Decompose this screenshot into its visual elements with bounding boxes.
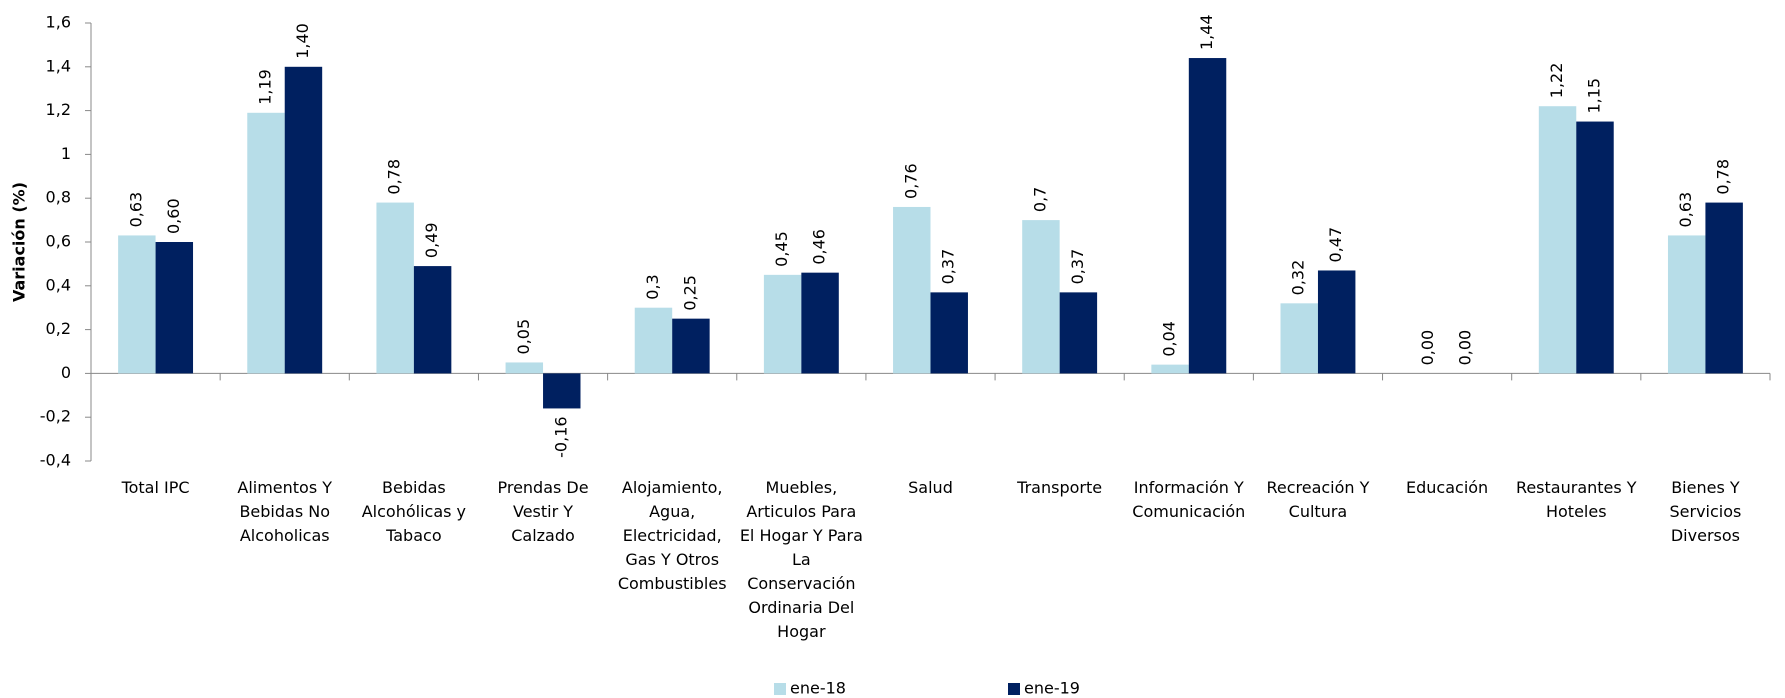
x-tick-label: Alojamiento, Agua, Electricidad, Gas Y O…	[617, 478, 727, 593]
value-label: -0,16	[551, 416, 570, 457]
value-label: 1,15	[1584, 78, 1603, 114]
x-tick-label: Restaurantes Y Hoteles	[1515, 478, 1637, 521]
y-tick-label: -0,4	[40, 451, 71, 470]
value-label: 0,76	[901, 163, 920, 199]
bar	[1188, 58, 1227, 374]
value-label: 0,49	[422, 222, 441, 258]
bar	[155, 242, 194, 374]
value-label: 0,04	[1160, 321, 1179, 357]
legend-swatch	[774, 683, 786, 695]
bar	[672, 318, 710, 374]
bar	[1317, 270, 1356, 374]
y-tick-label: 1	[61, 144, 71, 163]
bar	[284, 66, 323, 374]
y-tick-label: 0,6	[46, 232, 71, 251]
x-tick-label: Educación	[1406, 478, 1489, 497]
x-tick-label: Transporte	[1017, 478, 1103, 497]
bar	[634, 307, 673, 374]
bar	[505, 362, 544, 374]
y-tick-label: 1,6	[46, 13, 71, 32]
x-tick-label: Bienes Y Servicios Diversos	[1669, 478, 1742, 545]
y-tick-label: -0,2	[40, 407, 71, 426]
legend-swatch	[1008, 683, 1020, 695]
bar	[1022, 220, 1060, 374]
value-label: 1,44	[1197, 14, 1216, 50]
bar	[376, 202, 414, 374]
y-tick-label: 0	[61, 363, 71, 382]
bar	[1059, 292, 1098, 374]
bar	[118, 235, 156, 374]
bar	[247, 112, 285, 374]
value-label: 0,78	[1714, 159, 1733, 195]
value-label: 0,00	[1418, 330, 1437, 366]
y-tick-label: 1,4	[46, 56, 71, 75]
value-label: 0,78	[385, 159, 404, 195]
y-tick-label: 0,8	[46, 188, 71, 207]
x-tick-label: Muebles, Articulos Para El Hogar Y Para …	[739, 478, 863, 641]
value-label: 0,05	[514, 319, 533, 355]
x-tick-label: Información Y Comunicación	[1132, 478, 1246, 521]
bar	[1667, 235, 1706, 374]
value-label: 0,3	[643, 274, 662, 299]
value-label: 0,37	[1068, 249, 1087, 285]
y-axis-title: Variación (%)	[10, 182, 29, 302]
bar	[930, 292, 968, 374]
bar	[893, 206, 931, 374]
bar	[1576, 121, 1614, 374]
value-label: 0,37	[939, 249, 958, 285]
y-tick-label: 1,2	[46, 100, 71, 119]
bar	[1151, 364, 1189, 374]
value-label: 1,19	[256, 69, 275, 105]
bar	[801, 272, 839, 374]
value-label: 0,45	[772, 231, 791, 267]
x-tick-label: Alimentos Y Bebidas No Alcoholicas	[237, 478, 333, 545]
bar	[763, 274, 802, 374]
value-label: 0,63	[126, 192, 145, 228]
value-label: 1,40	[293, 23, 312, 59]
value-label: 0,32	[1289, 260, 1308, 296]
bar	[413, 266, 452, 374]
legend-label: ene-18	[790, 679, 846, 698]
bar	[1280, 303, 1318, 374]
x-tick-label: Total IPC	[121, 478, 190, 497]
legend-label: ene-19	[1024, 679, 1080, 698]
value-label: 0,00	[1455, 330, 1474, 366]
x-tick-label: Prendas De Vestir Y Calzado	[497, 478, 589, 545]
value-label: 0,60	[164, 198, 183, 234]
x-tick-label: Salud	[908, 478, 953, 497]
x-tick-label: Recreación Y Cultura	[1266, 478, 1370, 521]
value-label: 0,63	[1676, 192, 1695, 228]
value-label: 0,46	[810, 229, 829, 265]
value-label: 0,47	[1326, 227, 1345, 263]
x-tick-label: Bebidas Alcohólicas y Tabaco	[361, 478, 467, 545]
value-label: 0,7	[1030, 187, 1049, 212]
bar	[1705, 202, 1743, 374]
bar	[1538, 106, 1577, 374]
value-label: 1,22	[1547, 63, 1566, 99]
y-tick-label: 0,4	[46, 275, 71, 294]
bar	[543, 373, 581, 409]
value-label: 0,25	[680, 275, 699, 311]
y-tick-label: 0,2	[46, 319, 71, 338]
